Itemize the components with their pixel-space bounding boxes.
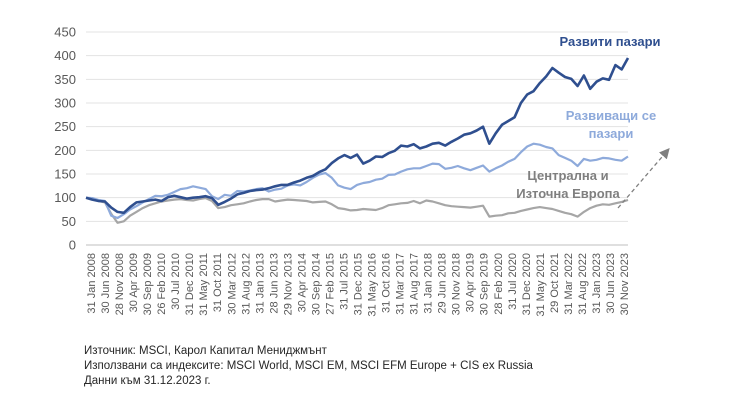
y-tick-label: 450 [54,25,76,40]
y-tick-label: 100 [54,190,76,205]
annotation-developed-line1: Развити пазари [560,34,661,49]
x-tick-label: 31 Dec 2015 [353,253,365,315]
y-tick-label: 50 [62,214,76,229]
x-tick-label: 29 Jun 2018 [437,253,449,314]
y-tick-label: 0 [69,238,76,253]
x-tick-label: 30 Jun 2023 [605,253,617,314]
x-tick-label: 30 Sep 2019 [479,253,491,315]
x-tick-label: 30 Sep 2009 [142,253,154,315]
x-tick-label: 31 Mar 2022 [563,253,575,315]
x-tick-label: 30 Apr 2009 [128,253,140,312]
series-line-cee [85,196,629,224]
annotation-emerging: Развиващи се пазари [566,108,656,141]
x-tick-label: 28 Feb 2020 [493,253,505,315]
x-tick-label: 30 Sep 2014 [310,253,322,315]
x-tick-label: 31 Jan 2008 [86,253,98,314]
x-tick-label: 31 Dec 2010 [184,253,196,315]
annotation-emerging-line2: пазари [589,126,634,141]
x-tick-label: 30 Apr 2019 [465,253,477,312]
x-tick-label: 31 Jan 2023 [591,253,603,314]
x-tick-label: 31 Oct 2016 [381,253,393,313]
annotation-cee-line2: Източна Европа [516,186,620,201]
footnote-date: Данни към 31.12.2023 г. [84,375,211,387]
x-tick-label: 31 May 2011 [198,253,210,316]
annotation-developed: Развити пазари [560,34,661,49]
y-axis: 0 50 100 150 200 250 300 350 400 450 [54,25,76,253]
y-tick-label: 400 [54,48,76,63]
x-tick-label: 31 Aug 2022 [577,253,589,315]
x-tick-label: 31 Jul 2020 [507,253,519,310]
x-tick-label: 28 Jun 2013 [268,253,280,314]
x-tick-label: 31 Aug 2012 [240,253,252,315]
annotation-emerging-line1: Развиващи се [566,108,656,123]
x-tick-label: 27 Feb 2015 [324,253,336,315]
series-line-emerging [85,142,629,220]
x-tick-label: 31 Oct 2011 [212,253,224,312]
x-tick-label: 28 Nov 2008 [114,253,126,315]
x-tick-label: 30 Jul 2010 [170,253,182,310]
x-tick-label: 31 Mar 2017 [395,253,407,315]
footnote-source: Източник: MSCI, Карол Капитал Мениджмънт [84,345,327,357]
x-tick-label: 30 Mar 2012 [226,253,238,315]
y-tick-label: 150 [54,167,76,182]
x-tick-label: 31 Dec 2020 [521,253,533,315]
x-tick-label: 30 Jun 2008 [100,253,112,314]
y-tick-label: 300 [54,96,76,111]
x-tick-label: 30 Nov 2018 [451,253,463,315]
x-tick-label: 31 Aug 2017 [409,253,421,315]
x-tick-label: 31 Jan 2018 [423,253,435,314]
x-tick-label: 31 May 2016 [367,253,379,317]
series-lines [85,57,630,224]
footnote-indices: Използвани са индексите: MSCI World, MSC… [84,360,533,372]
annotation-cee: Централна и Източна Европа [516,168,620,201]
x-tick-label: 26 Feb 2010 [156,253,168,315]
x-tick-label: 31 Jan 2013 [254,253,266,314]
x-tick-label: 29 Oct 2021 [549,253,561,313]
x-tick-label: 31 May 2021 [535,253,547,317]
x-tick-label: 30 Apr 2014 [296,253,308,312]
x-tick-label: 29 Nov 2013 [282,253,294,315]
source-footnote: Източник: MSCI, Карол Капитал Мениджмънт… [84,344,533,389]
x-tick-label: 31 Jul 2015 [338,253,350,310]
trend-arrow [617,148,670,209]
gridlines [86,31,628,246]
y-tick-label: 250 [54,119,76,134]
y-tick-label: 350 [54,72,76,87]
annotation-cee-line1: Централна и [527,168,608,183]
x-tick-label: 30 Nov 2023 [619,253,631,315]
x-axis: 31 Jan 2008 30 Jun 2008 28 Nov 2008 30 Apr … [86,253,631,317]
series-line-developed [85,57,630,215]
y-tick-label: 200 [54,143,76,158]
